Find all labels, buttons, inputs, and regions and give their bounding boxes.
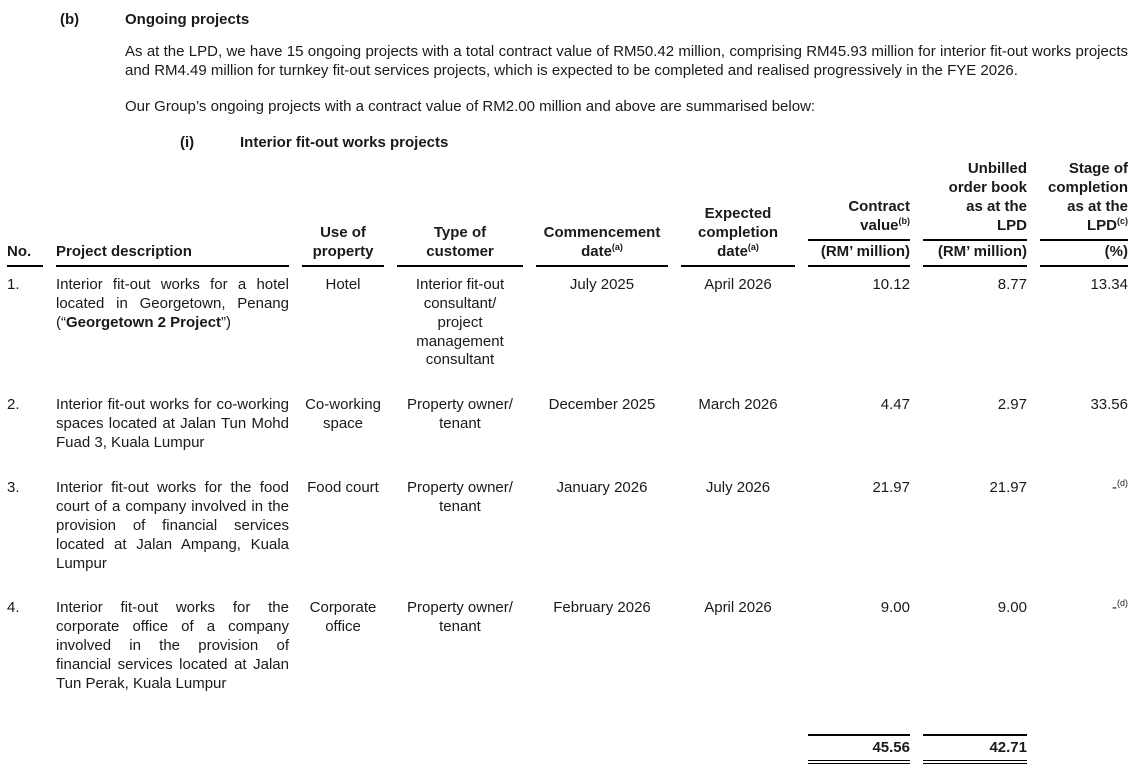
- subsection-label: (i): [180, 133, 195, 151]
- header-unbilled-order-book: Unbilled order book as at the LPD: [923, 160, 1027, 242]
- project-defined-name: Georgetown 2 Project: [66, 313, 222, 331]
- cell-contract-value: 21.97: [872, 479, 910, 497]
- header-project-description: Project description: [56, 160, 289, 267]
- cell-commencement-date: December 2025: [548, 396, 656, 414]
- cell-stage-of-completion: 33.56: [1090, 396, 1128, 414]
- cell-no: 2.: [7, 396, 20, 414]
- total-unbilled-order-book: 42.71: [923, 720, 1027, 764]
- cell-commencement-date: July 2025: [569, 275, 635, 293]
- cell-expected-completion-date: March 2026: [698, 396, 778, 414]
- header-use-of-property: Use of property: [302, 160, 384, 267]
- cell-use-of-property: Co-working space: [305, 396, 381, 433]
- cell-commencement-date: January 2026: [556, 479, 648, 497]
- cell-contract-value: 4.47: [880, 396, 910, 414]
- header-expected-completion-date: Expected completion date(a): [681, 160, 795, 267]
- table-row-3: 3. Interior fit-out works for the food c…: [7, 479, 1128, 599]
- unit-stage-of-completion: (%): [1040, 241, 1128, 267]
- cell-project-description: Interior fit-out works for the corporate…: [56, 599, 289, 693]
- cell-commencement-date: February 2026: [553, 599, 651, 617]
- header-stage-of-completion: Stage of completion as at the LPD(c): [1040, 160, 1128, 242]
- unit-contract-value: (RM’ million): [808, 241, 910, 267]
- totals-spacer: [1040, 720, 1128, 764]
- cell-unbilled-order-book: 21.97: [989, 479, 1027, 497]
- cell-project-description: Interior fit-out works for co-working sp…: [56, 396, 289, 452]
- cell-expected-completion-date: April 2026: [704, 599, 772, 617]
- unit-unbilled-order-book: (RM’ million): [923, 241, 1027, 267]
- totals-row: 45.56 42.71: [7, 720, 1128, 764]
- cell-expected-completion-date: April 2026: [704, 275, 772, 293]
- table-header-row: No. Project description Use of property …: [7, 160, 1128, 267]
- cell-unbilled-order-book: 2.97: [997, 396, 1027, 414]
- paragraph-summary: Our Group’s ongoing projects with a cont…: [125, 97, 816, 115]
- document-page: (b) Ongoing projects As at the LPD, we h…: [7, 11, 1146, 764]
- footnote-ref-a: (a): [611, 242, 623, 253]
- table-row-2: 2. Interior fit-out works for co-working…: [7, 396, 1128, 479]
- cell-type-of-customer: Property owner/ tenant: [407, 479, 513, 515]
- subsection-title: Interior fit-out works projects: [240, 133, 449, 151]
- cell-type-of-customer: Property owner/ tenant: [407, 396, 513, 433]
- cell-contract-value: 10.12: [872, 275, 910, 293]
- cell-contract-value: 9.00: [880, 599, 910, 617]
- footnote-ref-c: (c): [1117, 216, 1128, 227]
- cell-use-of-property: Corporate office: [309, 599, 377, 636]
- cell-unbilled-order-book: 9.00: [997, 599, 1027, 617]
- cell-stage-of-completion: -(d): [1112, 598, 1128, 617]
- total-contract-value: 45.56: [808, 720, 910, 764]
- footnote-ref-d: (d): [1117, 598, 1128, 609]
- totals-spacer: [7, 720, 795, 764]
- section-title: Ongoing projects: [125, 11, 250, 28]
- cell-stage-of-completion: -(d): [1112, 478, 1128, 497]
- cell-use-of-property: Food court: [307, 479, 379, 497]
- cell-type-of-customer: Interior fit-out consultant/ project man…: [415, 275, 505, 369]
- header-no: No.: [7, 160, 43, 267]
- section-label: (b): [60, 11, 80, 28]
- cell-project-description: Interior fit-out works for a hotel locat…: [56, 275, 289, 331]
- footnote-ref-a: (a): [747, 242, 759, 253]
- subsection-heading: (i) Interior fit-out works projects: [180, 134, 1146, 153]
- ongoing-projects-table: No. Project description Use of property …: [0, 160, 1141, 764]
- header-commencement-date: Commencement date(a): [536, 160, 668, 267]
- section-heading: (b) Ongoing projects: [60, 11, 1146, 30]
- header-type-of-customer: Type of customer: [397, 160, 523, 267]
- table-units-row: (RM’ million) (RM’ million) (%): [7, 241, 1128, 267]
- cell-expected-completion-date: July 2026: [705, 479, 771, 497]
- header-contract-value: Contract value(b): [808, 160, 911, 242]
- table-row-1: 1. Interior fit-out works for a hotel lo…: [7, 267, 1128, 396]
- cell-project-description: Interior fit-out works for the food cour…: [56, 479, 289, 572]
- cell-no: 3.: [7, 479, 20, 497]
- table-row-4: 4. Interior fit-out works for the corpor…: [7, 599, 1128, 719]
- cell-no: 1.: [7, 275, 20, 293]
- cell-no: 4.: [7, 599, 20, 617]
- cell-use-of-property: Hotel: [325, 275, 361, 293]
- cell-stage-of-completion: 13.34: [1090, 275, 1128, 293]
- paragraph-overview: As at the LPD, we have 15 ongoing projec…: [125, 42, 1128, 79]
- footnote-ref-b: (b): [898, 216, 911, 227]
- cell-unbilled-order-book: 8.77: [997, 275, 1027, 293]
- cell-type-of-customer: Property owner/ tenant: [407, 599, 513, 636]
- footnote-ref-d: (d): [1117, 478, 1128, 489]
